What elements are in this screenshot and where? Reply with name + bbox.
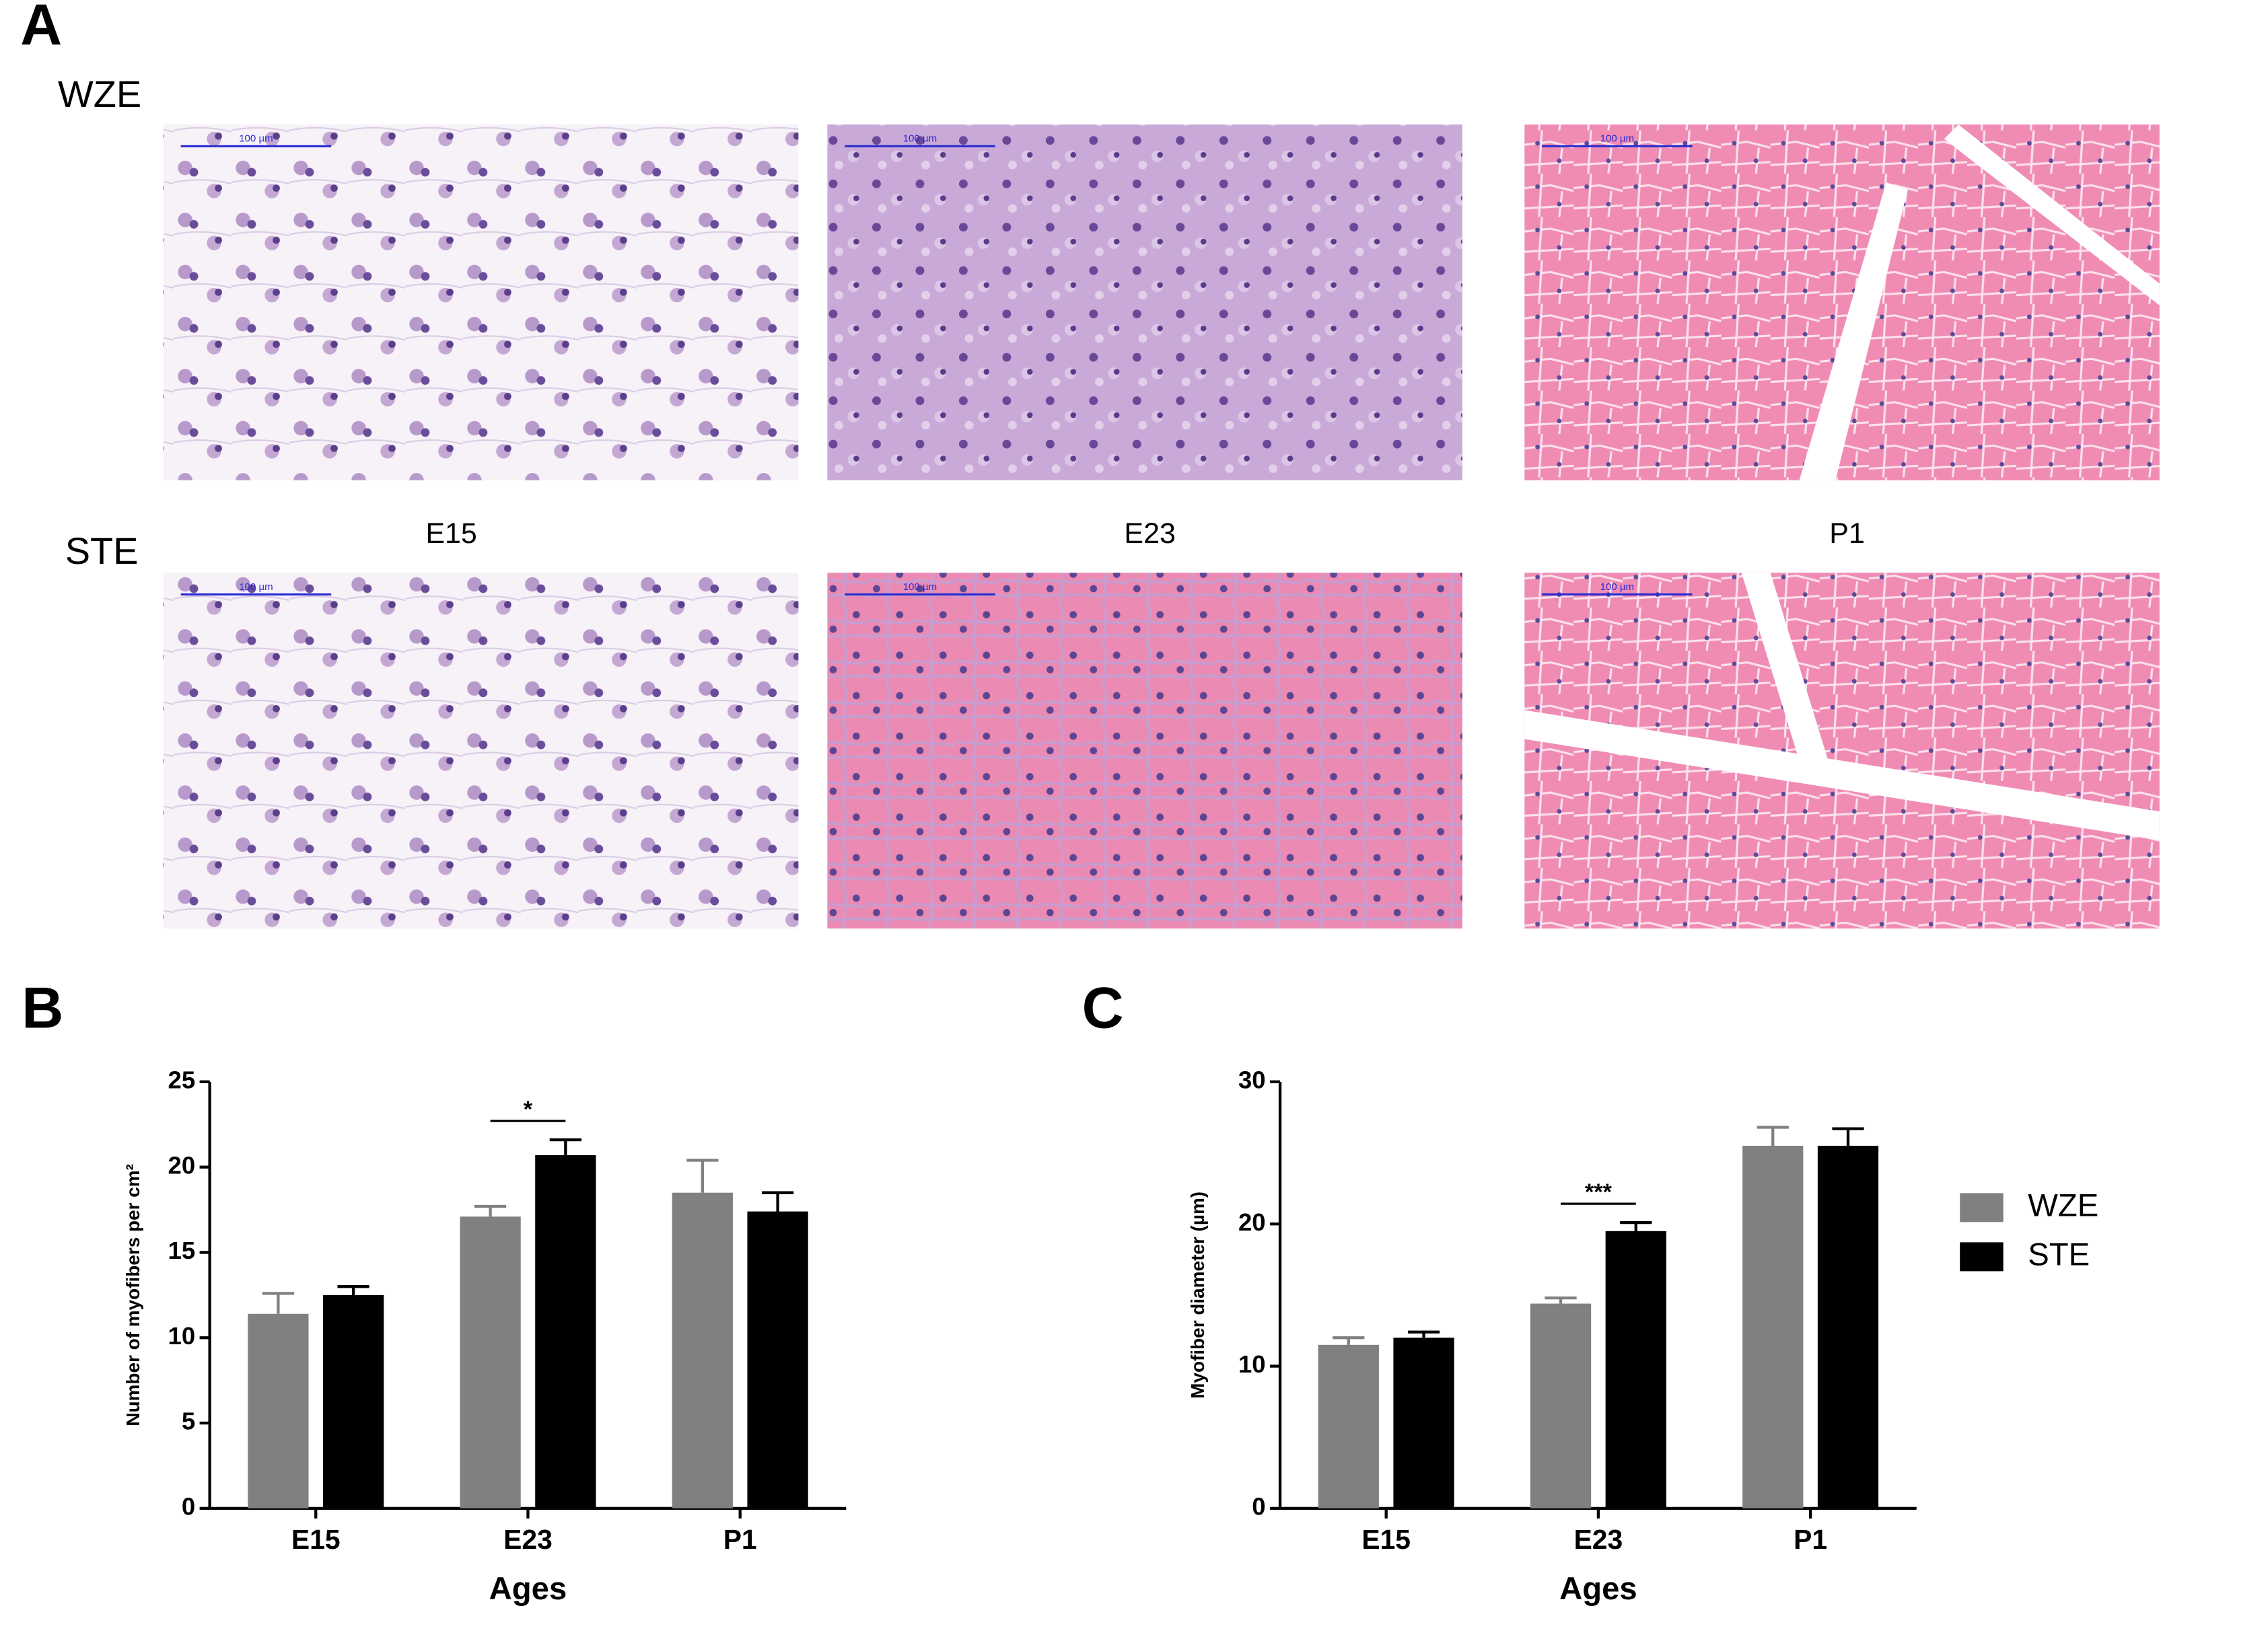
bar (535, 1155, 596, 1508)
scale-bar-label: 100 µm (1600, 581, 1634, 593)
bar (248, 1313, 309, 1508)
legend-swatch (1960, 1242, 2004, 1272)
y-axis-label: Myofiber diameter (µm) (1187, 1192, 1208, 1399)
error-bar (1545, 1296, 1577, 1304)
bar (672, 1192, 733, 1508)
error-bar (1407, 1330, 1440, 1338)
scale-bar-label: 100 µm (903, 133, 937, 145)
significance-label: *** (1585, 1179, 1613, 1205)
bar (1318, 1344, 1379, 1508)
panel-label: C (1082, 976, 1124, 1040)
panel-label: B (22, 976, 63, 1040)
x-tick-label: P1 (723, 1524, 757, 1555)
error-bar (337, 1285, 369, 1295)
y-tick-label: 5 (182, 1408, 195, 1435)
bar (1817, 1145, 1879, 1508)
y-axis-label: Number of myofibers per cm² (122, 1164, 143, 1426)
bar (1393, 1338, 1454, 1508)
x-tick-label: E15 (291, 1524, 341, 1555)
x-tick-label: E15 (1361, 1524, 1411, 1555)
panel-label: A (20, 0, 62, 57)
bar (747, 1211, 808, 1508)
tissue-gap (1799, 124, 2160, 480)
y-tick-label: 25 (168, 1066, 196, 1094)
y-tick-label: 15 (168, 1237, 196, 1264)
scale-bar-label: 100 µm (1600, 133, 1634, 145)
bar (1605, 1231, 1666, 1508)
error-bar (686, 1159, 719, 1193)
y-tick-label: 0 (1252, 1493, 1265, 1521)
x-tick-label: E23 (503, 1524, 553, 1555)
y-tick-label: 10 (168, 1322, 196, 1350)
error-bar (761, 1191, 794, 1212)
legend-swatch (1960, 1193, 2004, 1222)
column-label: E23 (1124, 517, 1175, 550)
scale-bar-label: 100 µm (239, 581, 273, 593)
bar (1530, 1303, 1592, 1508)
row-label: WZE (58, 73, 141, 115)
row-label: STE (65, 530, 139, 572)
column-label: E15 (425, 517, 476, 550)
scale-bar-label: 100 µm (239, 133, 273, 145)
error-bar (549, 1138, 581, 1155)
bar (322, 1294, 384, 1508)
micrograph (163, 573, 799, 929)
legend-label: WZE (2028, 1188, 2098, 1223)
error-bar (1757, 1126, 1789, 1146)
legend-label: STE (2028, 1237, 2090, 1272)
error-bar (1333, 1336, 1365, 1345)
tissue-gap (1524, 573, 2160, 840)
micrograph (827, 124, 1462, 480)
error-bar (262, 1292, 295, 1314)
x-tick-label: P1 (1794, 1524, 1827, 1555)
y-tick-label: 20 (1238, 1208, 1266, 1236)
bar (1742, 1145, 1804, 1508)
bar (460, 1216, 521, 1508)
x-axis-label: Ages (489, 1571, 567, 1607)
x-axis-label: Ages (1559, 1571, 1637, 1607)
y-tick-label: 20 (168, 1151, 196, 1179)
error-bar (1832, 1127, 1864, 1146)
micrograph (163, 124, 799, 480)
y-tick-label: 30 (1238, 1066, 1266, 1094)
column-label: P1 (1829, 517, 1865, 550)
x-tick-label: E23 (1574, 1524, 1623, 1555)
significance-label: * (524, 1097, 533, 1122)
y-tick-label: 0 (182, 1493, 195, 1521)
y-tick-label: 10 (1238, 1350, 1266, 1378)
micrograph (827, 573, 1462, 929)
error-bar (1620, 1220, 1652, 1231)
scale-bar-label: 100 µm (903, 581, 937, 593)
error-bar (474, 1204, 507, 1217)
